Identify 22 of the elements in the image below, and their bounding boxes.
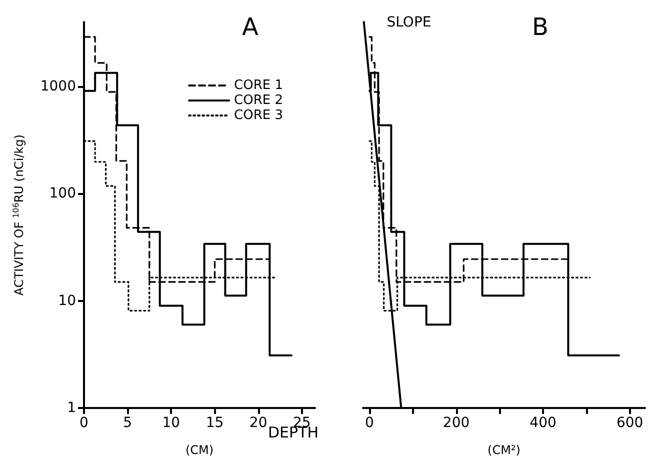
x-tick-label: 400 <box>530 415 556 431</box>
y-tick-label: 100 <box>49 186 76 202</box>
chart-title: B <box>532 13 548 41</box>
x-tick-label: 0 <box>80 415 88 431</box>
x-tick-label: 20 <box>249 415 268 431</box>
x-tick-label: 0 <box>365 415 374 431</box>
y-axis-title: ACTIVITY OF 106RU (nCi/kg) <box>12 134 26 296</box>
legend-label: CORE 1 <box>234 78 284 93</box>
legend-label: CORE 2 <box>234 93 284 108</box>
x-tick-label: 10 <box>162 415 180 431</box>
x-axis-title: (CM²) <box>488 443 520 457</box>
y-tick-label: 10 <box>58 292 76 309</box>
annotation: SLOPE <box>386 14 432 31</box>
x-tick-label: 200 <box>442 415 470 431</box>
chart-title: A <box>242 13 259 41</box>
x-axis-title: (CM) <box>185 443 214 457</box>
x-tick-label: 600 <box>616 415 644 431</box>
y-tick-label: 1000 <box>40 78 76 95</box>
legend-label: CORE 3 <box>234 108 284 123</box>
y-tick-label: 1 <box>67 400 76 416</box>
x-tick-label: 5 <box>123 415 132 431</box>
x-tick-label: 15 <box>206 415 224 431</box>
